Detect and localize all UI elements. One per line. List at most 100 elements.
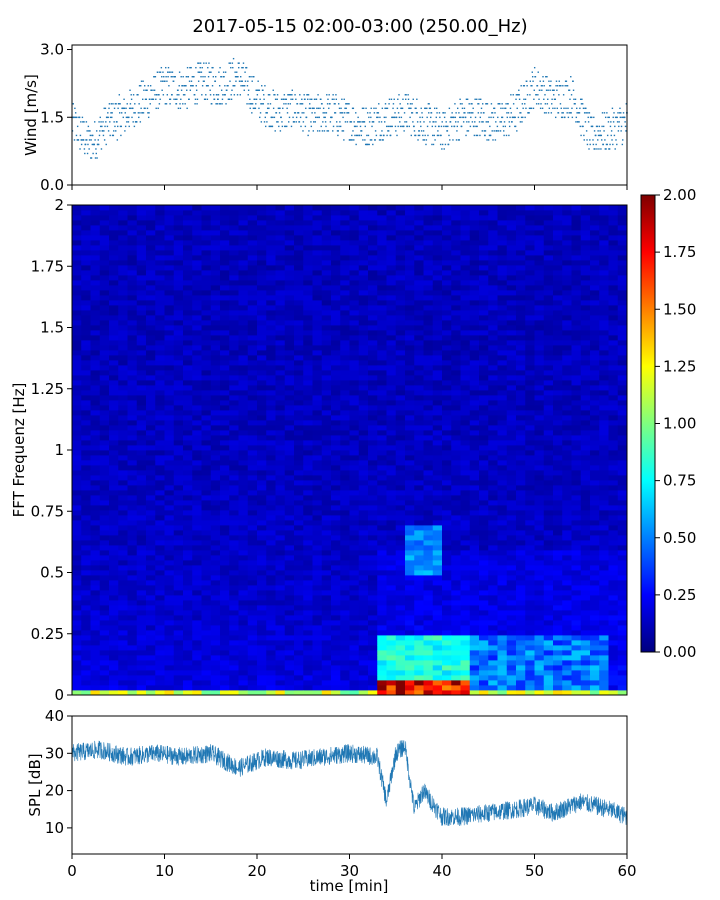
spectrogram-cell	[164, 580, 175, 586]
wind-point	[595, 125, 598, 128]
spectrogram-cell	[72, 260, 82, 266]
spectrogram-cell	[377, 520, 387, 526]
spectrogram-cell	[109, 270, 119, 276]
wind-point	[345, 103, 347, 105]
spectrogram-cell	[321, 645, 332, 651]
spectrogram-cell	[99, 325, 110, 331]
wind-point	[255, 98, 258, 100]
spectrogram-cell	[395, 655, 406, 661]
spectrogram-cell	[377, 295, 387, 301]
spectrogram-cell	[155, 235, 165, 241]
wind-point	[407, 98, 410, 100]
wind-point	[158, 94, 160, 96]
spectrogram-cell	[358, 240, 369, 246]
spectrogram-cell	[81, 450, 91, 456]
spectrogram-cell	[201, 345, 212, 351]
spectrogram-cell	[183, 575, 193, 581]
wind-point	[216, 94, 218, 96]
spectrogram-cell	[220, 420, 230, 426]
wind-point	[120, 134, 122, 137]
wind-point	[177, 89, 179, 91]
spectrogram-cell	[358, 530, 369, 536]
spectrogram-cell	[229, 295, 239, 301]
wind-point	[576, 107, 578, 110]
spectrogram-cell	[358, 370, 369, 376]
spectrogram-cell	[192, 640, 202, 646]
spectrogram-cell	[284, 385, 295, 391]
spectrogram-cell	[340, 660, 350, 666]
spectrogram-cell	[405, 650, 415, 656]
wind-point	[616, 143, 618, 146]
spectrogram-cell	[331, 615, 341, 621]
spectrogram-cell	[81, 675, 91, 681]
spectrogram-cell	[395, 425, 406, 431]
spectrogram-cell	[210, 565, 221, 571]
spectrogram-cell	[220, 355, 230, 361]
spectrogram-cell	[210, 270, 221, 276]
spectrogram-cell	[368, 305, 378, 311]
spectrogram-cell	[405, 545, 415, 551]
spectrogram-cell	[358, 390, 369, 396]
spectrogram-cell	[229, 230, 239, 236]
spectrogram-cell	[405, 530, 415, 536]
wind-point	[154, 76, 157, 78]
wind-point	[558, 80, 560, 82]
wind-point	[619, 116, 622, 119]
spectrogram-cell	[349, 510, 360, 516]
spectrogram-cell	[321, 405, 332, 411]
spectrogram-cell	[127, 310, 138, 316]
wind-point	[570, 94, 573, 96]
spectrogram-cell	[284, 300, 295, 306]
spectrogram-cell	[192, 530, 202, 536]
spectrogram-cell	[395, 515, 406, 521]
spectrogram-cell	[99, 495, 110, 501]
wind-point	[335, 94, 337, 96]
spectrogram-cell	[284, 555, 295, 561]
spectrogram-cell	[201, 650, 212, 656]
wind-point	[160, 80, 162, 82]
spectrogram-cell	[164, 530, 175, 536]
wind-point	[159, 98, 161, 100]
spectrogram-cell	[81, 325, 91, 331]
wind-point	[367, 143, 369, 146]
spectrogram-cell	[340, 310, 350, 316]
spectrogram-cell	[109, 560, 119, 566]
spectrogram-cell	[90, 420, 101, 426]
spectrogram-cell	[321, 640, 332, 646]
spectrogram-cell	[294, 390, 304, 396]
spectrogram-cell	[146, 480, 156, 486]
wind-point	[572, 80, 574, 82]
spectrogram-cell	[192, 580, 202, 586]
spectrogram-cell	[349, 305, 360, 311]
wind-point	[278, 107, 280, 110]
wind-point	[162, 71, 164, 73]
spectrogram-cell	[294, 215, 304, 221]
spectrogram-cell	[266, 595, 276, 601]
spectrogram-cell	[395, 540, 406, 546]
spectrogram-cell	[109, 450, 119, 456]
spectrogram-cell	[201, 475, 212, 481]
spectrogram-cell	[109, 460, 119, 466]
spectrogram-cell	[183, 555, 193, 561]
spectrogram-cell	[90, 545, 101, 551]
wind-point	[133, 112, 135, 114]
spectrogram-cell	[238, 435, 249, 441]
spectrogram-cell	[127, 480, 138, 486]
spectrogram-cell	[72, 355, 82, 361]
spectrogram-cell	[275, 300, 286, 306]
spectrogram-cell	[247, 215, 258, 221]
spectrogram-cell	[99, 350, 110, 356]
spectrogram-cell	[238, 500, 249, 506]
spectrogram-cell	[303, 470, 313, 476]
wind-point	[258, 107, 260, 110]
spectrogram-cell	[173, 290, 184, 296]
spectrogram-cell	[229, 390, 239, 396]
spectrogram-cell	[349, 285, 360, 291]
spectrogram-cell	[284, 235, 295, 241]
spectrogram-cell	[386, 415, 397, 421]
spectrogram-cell	[405, 555, 415, 561]
spectrogram-cell	[331, 360, 341, 366]
spectrogram-cell	[257, 645, 267, 651]
wind-point	[421, 112, 423, 114]
spectrogram-cell	[321, 415, 332, 421]
